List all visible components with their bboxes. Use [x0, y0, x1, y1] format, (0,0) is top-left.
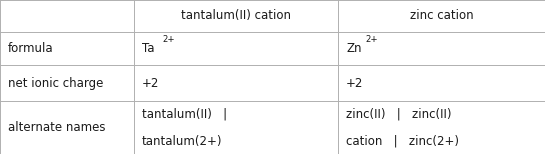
Text: formula: formula	[8, 42, 54, 55]
Text: tantalum(2+): tantalum(2+)	[142, 135, 222, 148]
Text: cation   |   zinc(2+): cation | zinc(2+)	[346, 135, 459, 148]
Text: tantalum(II) cation: tantalum(II) cation	[181, 9, 290, 22]
Text: 2+: 2+	[162, 35, 175, 44]
Text: +2: +2	[346, 77, 364, 90]
Text: Ta: Ta	[142, 42, 154, 55]
Text: Zn: Zn	[346, 42, 361, 55]
Text: net ionic charge: net ionic charge	[8, 77, 104, 90]
Text: zinc(II)   |   zinc(II): zinc(II) | zinc(II)	[346, 107, 452, 120]
Text: tantalum(II)   |: tantalum(II) |	[142, 107, 227, 120]
Text: zinc cation: zinc cation	[410, 9, 473, 22]
Text: +2: +2	[142, 77, 159, 90]
Text: alternate names: alternate names	[8, 121, 106, 134]
Text: 2+: 2+	[366, 35, 378, 44]
